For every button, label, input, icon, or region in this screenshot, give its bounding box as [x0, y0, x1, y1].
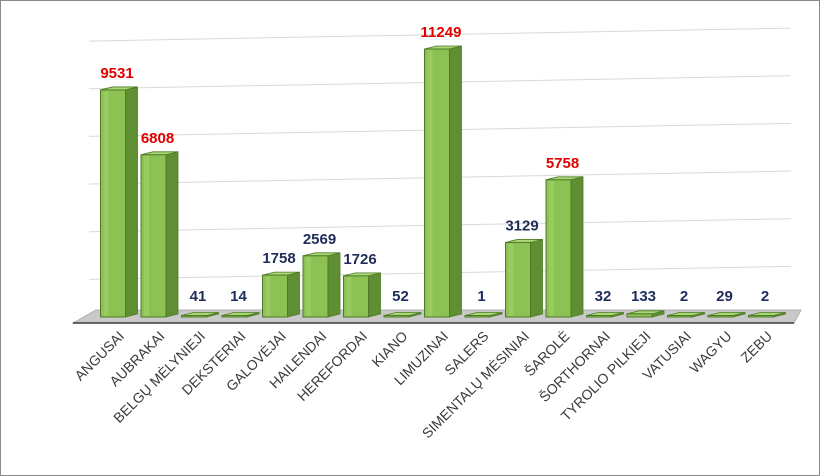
category-label-zebu: ZEBU — [737, 328, 775, 366]
bar-limuzinai — [424, 45, 462, 318]
value-label-vatusiai: 2 — [680, 288, 688, 305]
bar-highlight — [265, 276, 271, 316]
bar-highlight — [427, 50, 433, 316]
bar-side — [530, 238, 543, 318]
bar-front — [707, 315, 734, 318]
bars-layer — [100, 45, 786, 318]
bar-highlight — [306, 256, 311, 316]
bar-hailendai — [302, 252, 341, 318]
bar-highlight — [346, 276, 352, 316]
bar-front — [383, 315, 410, 318]
value-label-angusai: 9531 — [100, 65, 133, 82]
bar-zebu — [748, 311, 786, 318]
value-label-sorthornai: 32 — [595, 288, 612, 305]
bar-highlight — [508, 243, 514, 316]
bar-highlight — [549, 180, 554, 316]
bar-front — [464, 315, 491, 318]
bar-kiano — [383, 311, 422, 318]
value-label-zebu: 2 — [761, 288, 769, 305]
bar-side — [570, 176, 584, 318]
bar-angusai — [100, 86, 138, 318]
bar-herefordai — [343, 272, 381, 318]
value-label-simentalu-mesiniai: 3129 — [505, 217, 538, 234]
value-label-kiano: 52 — [392, 288, 409, 305]
bar-front — [586, 315, 612, 318]
value-label-deksteriai: 14 — [230, 288, 247, 305]
value-label-hailendai: 2569 — [303, 231, 336, 248]
bar-tyrolio-pilkieji — [626, 310, 665, 318]
bar-front — [181, 315, 207, 318]
bar-side — [287, 271, 300, 318]
value-label-salers: 1 — [477, 288, 485, 305]
bar-side — [125, 86, 138, 318]
bar-front — [626, 313, 653, 318]
value-label-limuzinai: 11249 — [421, 24, 462, 41]
bar-simentalu-mesiniai — [505, 238, 543, 318]
value-label-tyrolio-pilkieji: 133 — [631, 288, 656, 305]
bar-vatusiai — [667, 311, 705, 318]
bar-sarole — [545, 176, 584, 318]
bar-front — [748, 315, 774, 318]
bar-belgu-melynieji — [181, 311, 219, 318]
bar-highlight — [103, 90, 109, 317]
value-label-herefordai: 1726 — [343, 251, 376, 268]
bar-front — [667, 315, 693, 318]
bar-deksteriai — [221, 311, 260, 318]
bar-side — [368, 272, 381, 318]
bar-front — [221, 315, 248, 318]
bar-highlight — [144, 155, 149, 316]
category-label-wagyu: WAGYU — [686, 328, 734, 376]
value-label-galovejai: 1758 — [262, 250, 295, 267]
bar-salers — [464, 311, 503, 318]
bar-wagyu — [707, 311, 746, 318]
category-label-sorthornai: ŠORTHORNAI — [536, 328, 613, 405]
value-label-aubrakai: 6808 — [141, 130, 174, 147]
bar-side — [327, 252, 341, 318]
category-label-herefordai: HEREFORDAI — [294, 328, 370, 404]
gridline — [88, 27, 792, 42]
bar-sorthornai — [586, 311, 624, 318]
bar-aubrakai — [140, 151, 179, 318]
value-label-sarole: 5758 — [546, 155, 579, 172]
value-label-belgu-melynieji: 41 — [190, 288, 207, 305]
value-label-wagyu: 29 — [716, 288, 733, 305]
value-labels: 9531 6808 41 14 1758 2569 1726 52 11249 1 3129 5758… — [100, 24, 769, 305]
bar-side — [165, 151, 179, 318]
bar-side — [449, 45, 462, 318]
bar-galovejai — [262, 271, 300, 318]
